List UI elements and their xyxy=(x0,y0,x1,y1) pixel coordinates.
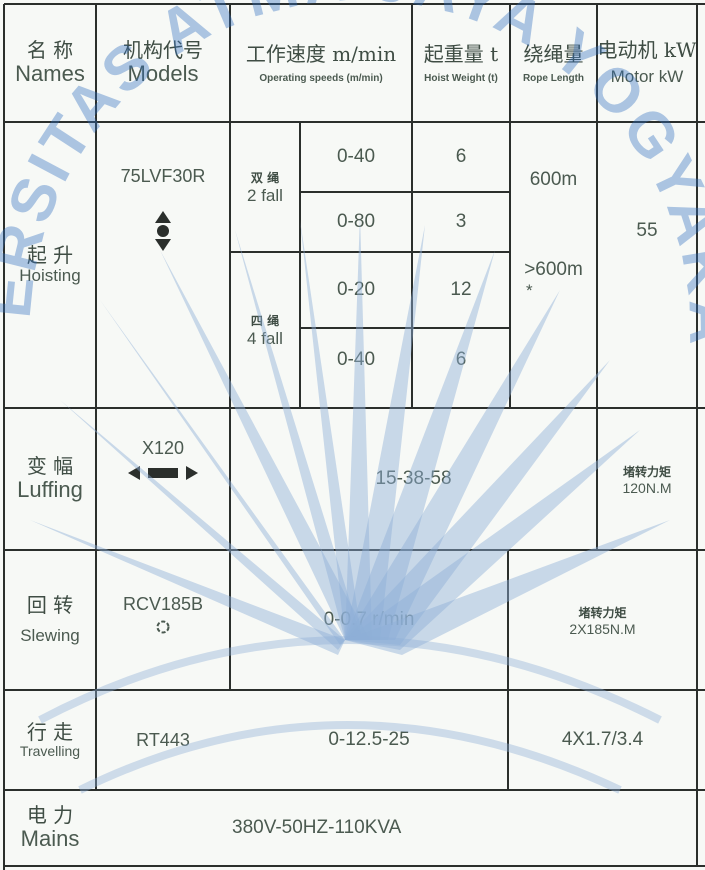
hoisting-speed-3: 0-20 xyxy=(300,252,412,328)
luffing-speed-value: 15-38-58 xyxy=(375,468,452,489)
hoisting-rope-1: 600m xyxy=(510,140,597,220)
hoisting-name-zh: 起 升 xyxy=(26,243,74,267)
header-hoist-zh: 起重量 t xyxy=(423,41,499,66)
speed-value: 0-20 xyxy=(336,279,376,300)
hoisting-4-fall: 四 绳 4 fall xyxy=(230,252,300,408)
header-hoist-weight: 起重量 t Hoist Weight (t) xyxy=(412,4,510,122)
header-speed-zh: 工作速度 m/min xyxy=(245,41,397,66)
travelling-speed-value: 0-12.5-25 xyxy=(328,729,410,750)
luffing-name: 变 幅 Luffing xyxy=(4,408,96,550)
speed-value: 0-40 xyxy=(336,349,376,370)
hoisting-weight-3: 12 xyxy=(412,252,510,328)
rope-value: 600m xyxy=(529,169,578,190)
left-right-arrow-icon xyxy=(128,466,198,480)
header-names: 名 称 Names xyxy=(4,4,96,122)
slewing-name-zh: 回 转 xyxy=(26,593,74,617)
hoisting-motor: 55 xyxy=(597,122,697,340)
header-models-zh: 机构代号 xyxy=(123,38,203,63)
travelling-speed: 0-12.5-25 xyxy=(230,690,508,790)
hoisting-model: 75LVF30R xyxy=(96,122,230,408)
weight-value: 3 xyxy=(455,211,467,232)
rotate-circle-icon xyxy=(156,620,170,634)
travelling-name-en: Travelling xyxy=(19,743,81,759)
mains-value-text: 380V-50HZ-110KVA xyxy=(232,817,402,838)
weight-value: 6 xyxy=(455,146,467,167)
weight-value: 12 xyxy=(450,279,472,300)
hoisting-speed-1: 0-40 xyxy=(300,122,412,192)
luffing-name-zh: 变 幅 xyxy=(26,454,74,479)
hoisting-name: 起 升 Hoisting xyxy=(4,122,96,408)
header-motor: 电动机 kW Motor kW xyxy=(597,4,697,122)
hoisting-weight-1: 6 xyxy=(412,122,510,192)
fall2-en: 2 fall xyxy=(247,185,283,205)
weight-value: 6 xyxy=(455,349,467,370)
hoisting-2-fall: 双 绳 2 fall xyxy=(230,122,300,252)
header-models-en: Models xyxy=(127,61,199,87)
hoisting-model-code: 75LVF30R xyxy=(120,166,206,186)
header-hoist-en: Hoist Weight (t) xyxy=(424,72,498,84)
slewing-name-en: Slewing xyxy=(20,626,80,645)
travelling-model: RT443 xyxy=(96,690,230,790)
fall2-zh: 双 绳 xyxy=(250,170,280,185)
luffing-name-en: Luffing xyxy=(17,477,83,503)
luffing-model-code: X120 xyxy=(141,438,185,458)
header-names-en: Names xyxy=(15,61,85,87)
luffing-torque: 堵转力矩 120N.M xyxy=(597,408,697,550)
speed-value: 0-40 xyxy=(336,146,376,167)
travelling-model-code: RT443 xyxy=(136,729,190,750)
header-rope-zh: 绕绳量 xyxy=(523,41,584,66)
up-down-arrow-icon xyxy=(155,211,171,251)
header-rope-length: 绕绳量 Rope Length xyxy=(510,4,597,122)
mains-value: 380V-50HZ-110KVA xyxy=(96,790,697,866)
travelling-name-zh: 行 走 xyxy=(26,720,74,744)
luffing-model: X120 xyxy=(96,408,230,550)
hoisting-name-en: Hoisting xyxy=(19,266,81,285)
header-models: 机构代号 Models xyxy=(96,4,230,122)
slewing-name: 回 转 Slewing xyxy=(4,550,96,690)
hoisting-speed-2: 0-80 xyxy=(300,192,412,252)
speed-value: 0-80 xyxy=(336,211,376,232)
fall4-en: 4 fall xyxy=(247,328,283,348)
hoisting-weight-2: 3 xyxy=(412,192,510,252)
motor-value: 55 xyxy=(636,220,658,241)
torque-label-zh: 堵转力矩 xyxy=(622,464,671,479)
header-names-zh: 名 称 xyxy=(26,38,74,63)
header-speed-en: Operating speeds (m/min) xyxy=(259,72,383,84)
header-motor-zh: 电动机 kW xyxy=(597,38,697,62)
torque-value: 120N.M xyxy=(622,479,672,496)
header-speed: 工作速度 m/min Operating speeds (m/min) xyxy=(230,4,412,122)
header-motor-en: Motor kW xyxy=(610,67,684,86)
hoisting-speed-4: 0-40 xyxy=(300,328,412,392)
torque-value: 2X185N.M xyxy=(569,620,636,637)
luffing-speed: 15-38-58 xyxy=(230,408,597,550)
rope-value: >600m xyxy=(524,259,583,280)
slewing-model-code: RCV185B xyxy=(122,594,204,614)
torque-label-zh: 堵转力矩 xyxy=(578,605,627,620)
hoisting-rope-2: >600m * xyxy=(510,250,597,310)
slewing-model: RCV185B xyxy=(96,550,230,690)
travelling-motor-value: 4X1.7/3.4 xyxy=(561,729,644,750)
slewing-speed-value: 0-0.7 r/min xyxy=(323,609,415,630)
rope-note: * xyxy=(526,281,533,300)
travelling-name: 行 走 Travelling xyxy=(4,690,96,790)
mains-name-zh: 电 力 xyxy=(26,803,74,828)
slewing-speed: 0-0.7 r/min xyxy=(230,550,508,690)
hoisting-weight-4: 6 xyxy=(412,328,510,392)
header-rope-en: Rope Length xyxy=(522,72,585,84)
fall4-zh: 四 绳 xyxy=(250,313,280,328)
travelling-motor: 4X1.7/3.4 xyxy=(508,690,697,790)
mains-name-en: Mains xyxy=(20,826,80,852)
slewing-torque: 堵转力矩 2X185N.M xyxy=(508,550,697,690)
mains-name: 电 力 Mains xyxy=(4,790,96,866)
